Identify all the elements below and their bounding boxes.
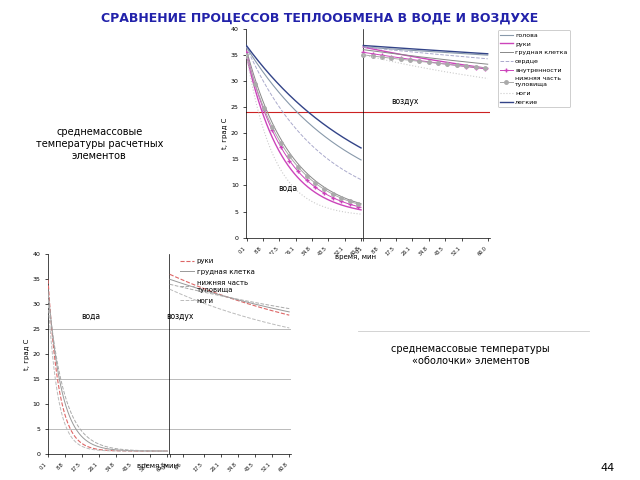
- Text: время, мин: время, мин: [335, 254, 376, 260]
- Legend: голова, руки, грудная клетка, сердце, внутренности, нижняя часть
туловища, ноги,: голова, руки, грудная клетка, сердце, вн…: [497, 30, 570, 108]
- Y-axis label: t, град С: t, град С: [24, 338, 29, 370]
- Legend: руки, грудная клетка, нижняя часть
туловища, ноги: руки, грудная клетка, нижняя часть тулов…: [178, 256, 257, 306]
- Y-axis label: t, град С: t, град С: [222, 118, 228, 149]
- Text: вода: вода: [82, 312, 100, 321]
- Text: среднемассовые температуры
«оболочки» элементов: среднемассовые температуры «оболочки» эл…: [391, 345, 550, 366]
- Text: СРАВНЕНИЕ ПРОЦЕССОВ ТЕПЛООБМЕНА В ВОДЕ И ВОЗДУХЕ: СРАВНЕНИЕ ПРОЦЕССОВ ТЕПЛООБМЕНА В ВОДЕ И…: [101, 12, 539, 25]
- Text: 44: 44: [600, 463, 614, 473]
- Text: вода: вода: [278, 184, 298, 192]
- Text: среднемассовые
температуры расчетных
элементов: среднемассовые температуры расчетных эле…: [35, 127, 163, 161]
- Text: воздух: воздух: [166, 312, 193, 321]
- Text: воздух: воздух: [391, 97, 419, 107]
- Text: время, мин: время, мин: [137, 463, 178, 469]
